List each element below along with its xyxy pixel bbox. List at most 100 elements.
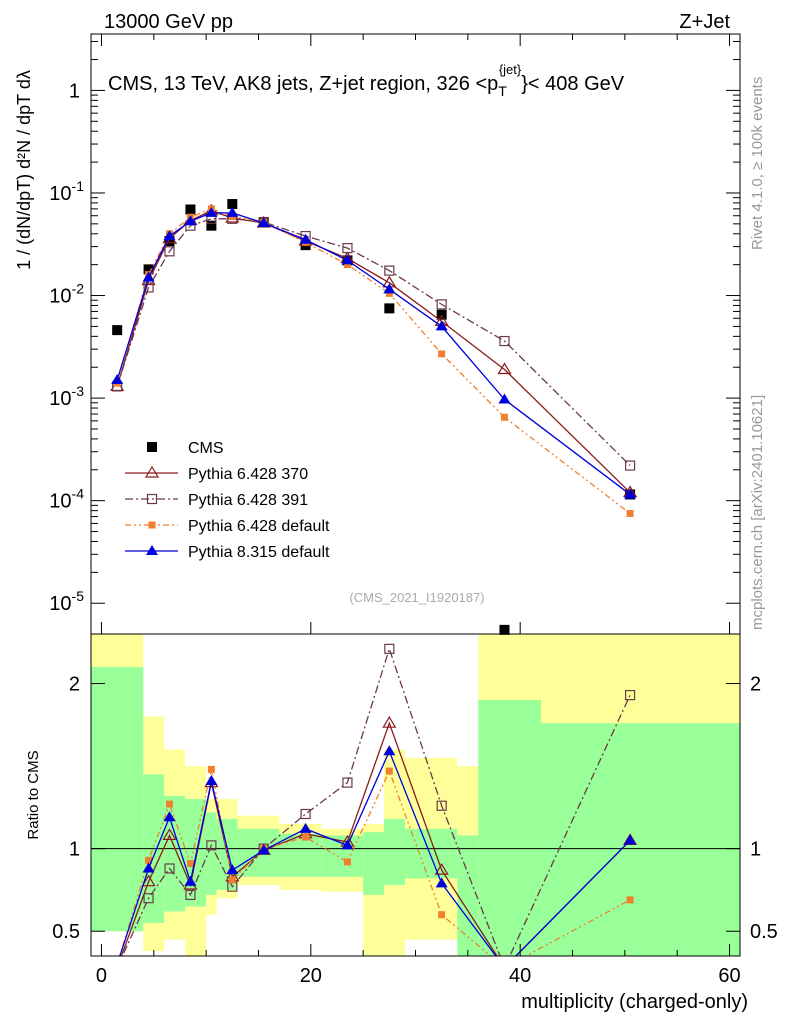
ratio-point-p8 xyxy=(142,862,155,873)
band-green xyxy=(164,795,186,912)
ratio-y-tick-label-right: 0.5 xyxy=(750,921,778,943)
x-axis-label: multiplicity (charged-only) xyxy=(521,991,748,1013)
point-p391 xyxy=(436,299,447,310)
ratio-point-p8 xyxy=(163,811,176,822)
header-energy-label: 13000 GeV pp xyxy=(104,11,233,33)
legend-label-p370: Pythia 6.428 370 xyxy=(188,466,308,483)
y-axis-label-ratio: Ratio to CMS xyxy=(25,750,42,839)
ratio-point-p370 xyxy=(382,716,397,728)
y-tick-label: 10-2 xyxy=(49,281,84,308)
y-axis-label-main: 1 / (dN/dpT) d²N / dpT dλ xyxy=(14,70,34,270)
ratio-panel-series xyxy=(118,643,638,956)
point-cms xyxy=(185,204,196,215)
point-p8 xyxy=(111,374,124,385)
legend-marker-p8 xyxy=(146,545,158,555)
main-panel-series xyxy=(110,199,638,635)
band-green xyxy=(363,832,385,895)
ratio-point-p6def xyxy=(207,765,215,773)
ratio-point-p370 xyxy=(141,874,156,887)
point-p391 xyxy=(143,282,154,293)
point-p8 xyxy=(184,215,197,226)
y-tick-label: 10-5 xyxy=(49,588,84,615)
point-p8 xyxy=(163,230,176,241)
point-p8 xyxy=(341,254,354,265)
point-p6def xyxy=(385,289,393,297)
ratio-y-tick-label: 1 xyxy=(69,839,80,861)
ratio-point-p391 xyxy=(185,889,196,901)
ratio-point-p370 xyxy=(162,828,177,841)
ratio-point-p6def xyxy=(228,876,236,884)
point-p8 xyxy=(226,206,239,217)
point-p391 xyxy=(384,265,395,276)
legend-label-cms: CMS xyxy=(188,440,224,457)
point-p391 xyxy=(342,243,353,254)
legend-marker-cms xyxy=(147,442,157,452)
point-p8 xyxy=(624,488,637,499)
band-green xyxy=(91,667,144,932)
x-tick-label: 0 xyxy=(96,965,107,987)
ratio-point-p6def xyxy=(166,800,174,808)
ratio-point-p6def xyxy=(186,860,194,868)
point-p391 xyxy=(164,246,175,257)
x-tick-label: 60 xyxy=(718,965,740,987)
legend-label-p8: Pythia 8.315 default xyxy=(188,544,330,561)
legend-label-p391: Pythia 6.428 391 xyxy=(188,492,308,509)
ratio-point-p391 xyxy=(384,643,395,654)
legend-marker-p391 xyxy=(146,493,158,505)
ratio-y-tick-label: 2 xyxy=(69,674,80,696)
ratio-point-p370 xyxy=(434,862,449,875)
ratio-y-tick-label-right: 1 xyxy=(750,839,761,861)
point-cms xyxy=(112,325,123,336)
legend: CMS Pythia 6.428 370 Pythia 6.428 391 Pythi… xyxy=(125,440,330,561)
point-p6def xyxy=(500,413,508,421)
axes-ticks: 0 20 40 60 1 10-1 10-2 10-3 10-4 10-5 2 2 1 1 0.5 0.5 xyxy=(49,34,778,987)
point-p8 xyxy=(498,393,511,404)
point-p8 xyxy=(257,216,270,227)
point-cms xyxy=(164,236,175,247)
band-green xyxy=(206,812,217,895)
ratio-point-p6def xyxy=(438,911,446,919)
point-p6def xyxy=(343,261,351,269)
ratio-point-p8 xyxy=(226,864,239,875)
point-p6def xyxy=(626,509,634,517)
ratio-point-p391 xyxy=(206,840,217,851)
point-p6def xyxy=(438,350,446,358)
band-green xyxy=(279,833,322,877)
point-p370 xyxy=(497,362,512,375)
ratio-point-p6def xyxy=(302,833,310,841)
ratio-y-tick-label-right: 2 xyxy=(750,674,761,696)
rivet-version-label: Rivet 4.1.0, ≥ 100k events xyxy=(749,77,766,250)
point-p8 xyxy=(205,206,218,217)
point-p8 xyxy=(142,271,155,282)
plot-title: CMS, 13 TeV, AK8 jets, Z+jet region, 326… xyxy=(108,62,625,99)
ratio-point-p6def xyxy=(343,858,351,866)
point-cms xyxy=(499,624,510,635)
ratio-point-p8 xyxy=(383,745,396,756)
ratio-point-p8 xyxy=(184,875,197,886)
band-green xyxy=(405,828,458,879)
ratio-point-p391 xyxy=(300,808,311,820)
band-green xyxy=(541,723,740,956)
legend-marker-p6def xyxy=(148,521,156,529)
point-cms xyxy=(143,264,154,275)
y-tick-label: 10-3 xyxy=(49,383,84,410)
y-tick-label: 1 xyxy=(69,80,80,102)
header-process-label: Z+Jet xyxy=(679,11,730,33)
ratio-point-p391 xyxy=(624,689,636,701)
point-cms xyxy=(206,220,217,231)
analysis-watermark: (CMS_2021_I1920187) xyxy=(349,590,484,605)
ratio-point-p8 xyxy=(299,822,312,833)
point-p8 xyxy=(383,283,396,294)
band-green xyxy=(478,700,542,956)
ratio-y-tick-label: 0.5 xyxy=(52,921,80,943)
ratio-point-p8 xyxy=(257,844,270,855)
point-cms xyxy=(384,303,395,314)
ratio-point-p391 xyxy=(143,893,154,904)
y-tick-label: 10-4 xyxy=(49,486,84,513)
legend-label-p6def: Pythia 6.428 default xyxy=(188,518,330,535)
ratio-point-p391 xyxy=(342,777,353,788)
ratio-point-p6def xyxy=(145,856,153,864)
ratio-point-p8 xyxy=(435,877,448,888)
point-p8 xyxy=(299,233,312,244)
